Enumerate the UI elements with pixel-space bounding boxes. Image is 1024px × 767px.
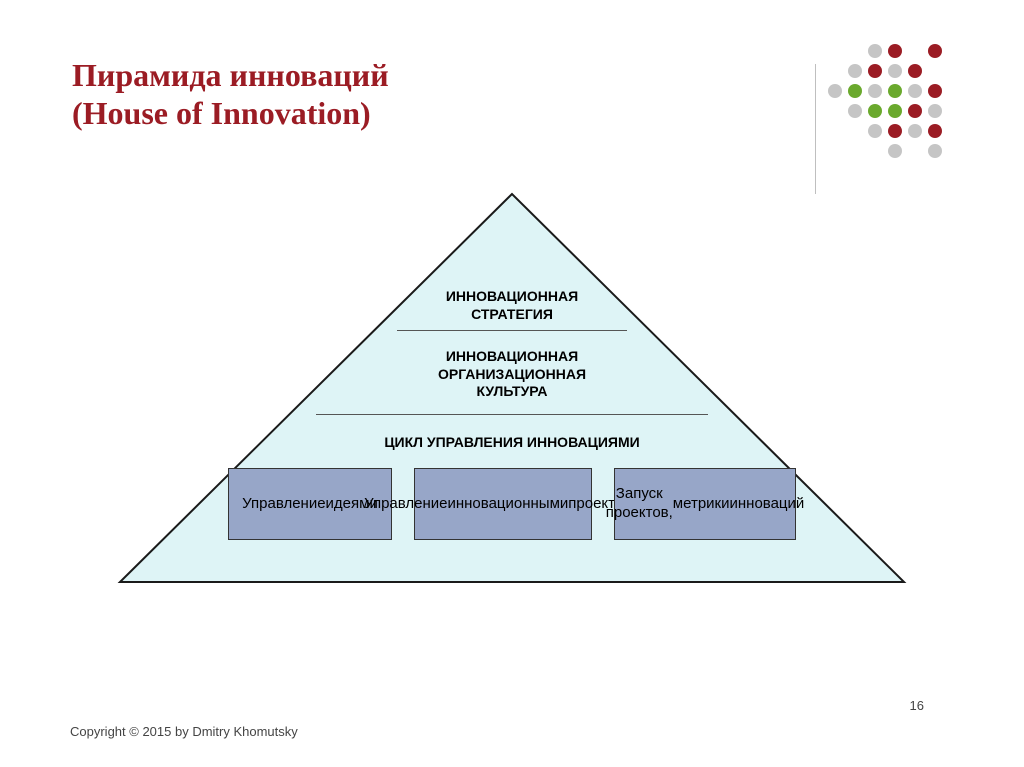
deco-dot [848, 104, 862, 118]
deco-dot [868, 64, 882, 78]
deco-dot [928, 104, 942, 118]
pyramid-tier-2-line: КУЛЬТУРА [110, 383, 914, 401]
slide-title: Пирамида инноваций (House of Innovation) [72, 56, 389, 133]
pyramid-box-3-line: Запуск проектов, [606, 485, 673, 523]
pyramid-box-1-line: Управление [242, 495, 325, 514]
pyramid-tier-2-line: ОРГАНИЗАЦИОННАЯ [110, 366, 914, 384]
deco-dot [908, 104, 922, 118]
pyramid-divider-1 [397, 330, 627, 331]
deco-dot [888, 44, 902, 58]
deco-dot [888, 64, 902, 78]
pyramid-box-3: Запуск проектов,метрикиинноваций [614, 468, 796, 540]
deco-dot [888, 144, 902, 158]
pyramid-tier-2-line: ИННОВАЦИОННАЯ [110, 348, 914, 366]
pyramid-tier-3-line: ЦИКЛ УПРАВЛЕНИЯ ИННОВАЦИЯМИ [110, 434, 914, 452]
pyramid-divider-2 [316, 414, 708, 415]
pyramid-diagram: ИННОВАЦИОННАЯСТРАТЕГИЯИННОВАЦИОННАЯОРГАН… [110, 190, 914, 610]
pyramid-box-2: Управлениеинновационнымипроектами [414, 468, 592, 540]
deco-dot [868, 84, 882, 98]
deco-dot [928, 84, 942, 98]
deco-dot [848, 84, 862, 98]
deco-dot [848, 64, 862, 78]
title-line-1: Пирамида инноваций [72, 56, 389, 94]
deco-dot [928, 144, 942, 158]
pyramid-box-3-line: инноваций [730, 495, 805, 514]
deco-dot [868, 44, 882, 58]
title-line-2: (House of Innovation) [72, 94, 389, 132]
copyright-text: Copyright © 2015 by Dmitry Khomutsky [70, 724, 298, 739]
pyramid-tier-3: ЦИКЛ УПРАВЛЕНИЯ ИННОВАЦИЯМИ [110, 434, 914, 452]
deco-dot [888, 104, 902, 118]
deco-dot [888, 124, 902, 138]
pyramid-box-3-line: метрики [673, 495, 730, 514]
deco-dot [908, 84, 922, 98]
deco-dot [828, 84, 842, 98]
deco-dot [928, 124, 942, 138]
pyramid-tier-1-line: СТРАТЕГИЯ [110, 306, 914, 324]
pyramid-tier-1-line: ИННОВАЦИОННАЯ [110, 288, 914, 306]
deco-dot [868, 124, 882, 138]
pyramid-boxes-row: УправлениеидеямиУправлениеинновационными… [110, 468, 914, 540]
pyramid-box-2-line: Управление [364, 495, 447, 514]
pyramid-box-2-line: инновационными [447, 495, 568, 514]
vertical-rule [815, 64, 816, 194]
deco-dot [868, 104, 882, 118]
dot-grid-decoration [824, 40, 984, 180]
deco-dot [928, 44, 942, 58]
deco-dot [908, 64, 922, 78]
page-number: 16 [910, 698, 924, 713]
slide: Пирамида инноваций (House of Innovation)… [0, 0, 1024, 767]
pyramid-labels: ИННОВАЦИОННАЯСТРАТЕГИЯИННОВАЦИОННАЯОРГАН… [110, 190, 914, 610]
deco-dot [888, 84, 902, 98]
pyramid-tier-2: ИННОВАЦИОННАЯОРГАНИЗАЦИОННАЯКУЛЬТУРА [110, 348, 914, 401]
deco-dot [908, 124, 922, 138]
pyramid-tier-1: ИННОВАЦИОННАЯСТРАТЕГИЯ [110, 288, 914, 323]
